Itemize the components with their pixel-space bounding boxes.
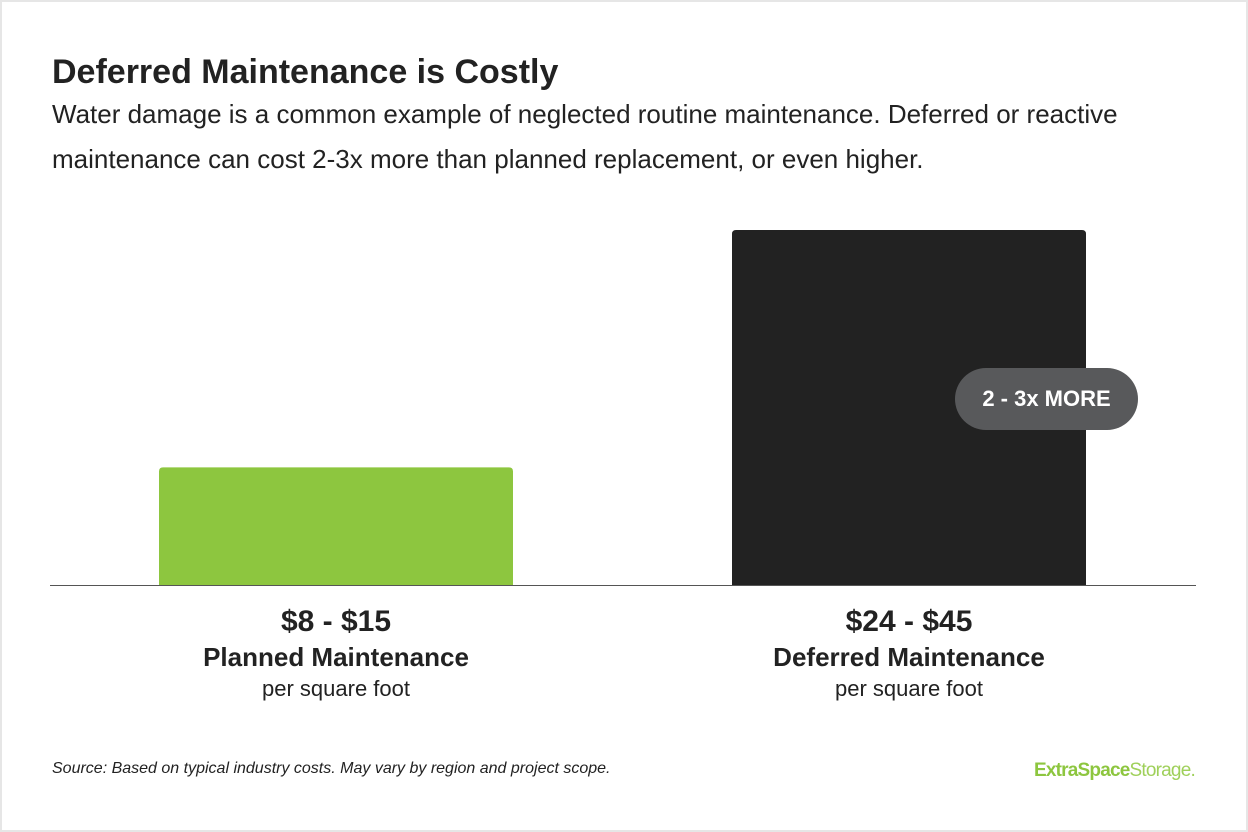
unit-label-deferred: per square foot	[835, 676, 983, 701]
category-label-deferred: Deferred Maintenance	[773, 642, 1045, 672]
bar-label-deferred: $24 - $45 Deferred Maintenance per squar…	[729, 604, 1089, 704]
logo-text-extraspace: ExtraSpace	[1034, 760, 1130, 781]
bar-deferred	[732, 230, 1086, 586]
category-label-planned: Planned Maintenance	[203, 642, 469, 672]
brand-logo: ExtraSpaceStorage.	[1034, 760, 1196, 782]
value-label-deferred: $24 - $45	[845, 605, 973, 638]
unit-label-planned: per square foot	[262, 676, 410, 701]
value-label-planned: $8 - $15	[280, 605, 392, 638]
logo-text-dot: .	[1190, 760, 1195, 781]
chart-title: Deferred Maintenance is Costly	[52, 53, 559, 91]
chart-subtitle: Water damage is a common example of negl…	[52, 99, 1118, 174]
comparison-callout: 2 - 3x MORE	[955, 368, 1138, 430]
bar-label-planned: $8 - $15 Planned Maintenance per square …	[156, 604, 516, 704]
logo-text-storage: Storage	[1129, 760, 1192, 781]
bar-planned	[159, 467, 513, 586]
source-note: Source: Based on typical industry costs.…	[52, 760, 611, 777]
